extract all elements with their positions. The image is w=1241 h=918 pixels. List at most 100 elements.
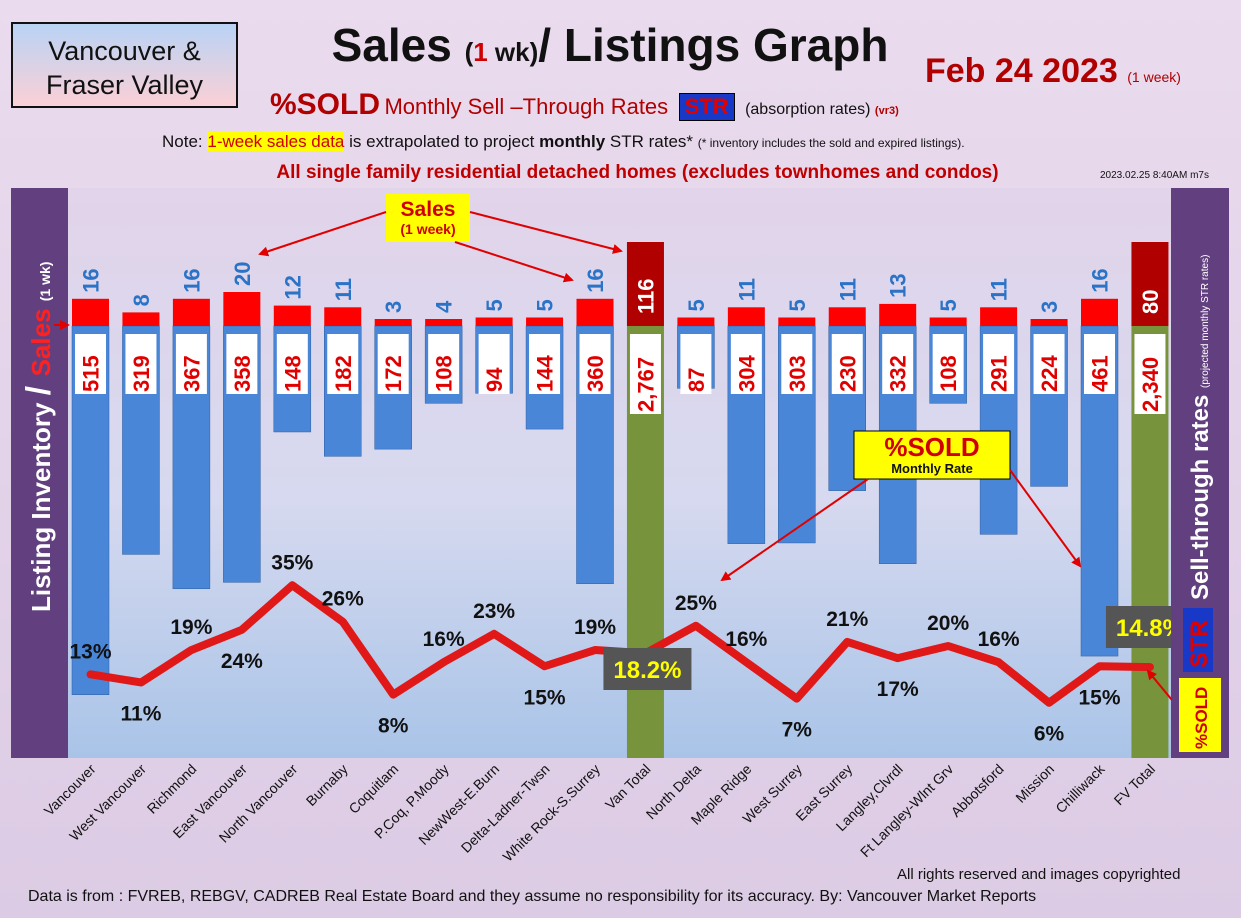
sales-label: 3	[1037, 301, 1062, 313]
date-note: (1 week)	[1127, 69, 1181, 85]
note-a: Note:	[162, 132, 208, 151]
note-b: is extrapolated to project	[344, 132, 540, 151]
sales-label: 13	[886, 273, 911, 297]
sales-bar	[1131, 242, 1169, 326]
copyright-note: All rights reserved and images copyright…	[897, 866, 1181, 883]
left-axis-small: (1 wk)	[37, 262, 53, 302]
right-axis-sold: %SOLD	[1192, 687, 1211, 749]
sales-label: 11	[734, 278, 759, 301]
sales-label: 20	[230, 262, 255, 286]
sold-label: 35%	[271, 551, 313, 574]
sales-bar	[1081, 298, 1118, 326]
note-bold: monthly	[539, 132, 606, 151]
inventory-label-bg	[983, 334, 1015, 394]
subtitle: %SOLD Monthly Sell –Through Rates STR (a…	[270, 88, 899, 122]
inventory-label-bg	[932, 334, 964, 394]
sales-arrow-down	[454, 241, 574, 283]
sales-label: 5	[482, 299, 507, 311]
sold-label: 16%	[725, 628, 767, 651]
region-line-2: Fraser Valley	[45, 70, 204, 100]
inventory-label-bg	[428, 334, 460, 394]
inventory-label-bg	[125, 334, 157, 394]
sales-bar	[72, 298, 109, 326]
inventory-label-bg	[882, 334, 914, 394]
total-sold-box	[603, 648, 692, 690]
inventory-label: 182	[331, 355, 356, 392]
inventory-label-bg	[1134, 334, 1166, 414]
inventory-label-bg	[1084, 334, 1115, 394]
inventory-label: 148	[280, 355, 305, 392]
sales-bar	[778, 317, 816, 326]
inventory-label-bg	[579, 334, 611, 394]
sales-bar	[526, 317, 564, 326]
inventory-label: 303	[785, 355, 810, 392]
sales-bar	[677, 317, 715, 326]
inventory-label-bg	[730, 334, 762, 394]
sold-label: 25%	[675, 592, 717, 615]
sold-callout-sub: Monthly Rate	[891, 461, 973, 476]
report-date: Feb 24 2023 (1 week)	[925, 52, 1181, 91]
sales-callout-sub: (1 week)	[400, 221, 455, 237]
extrapolation-note: Note: 1-week sales data is extrapolated …	[162, 132, 965, 152]
inventory-label: 304	[734, 355, 759, 392]
inventory-label: 461	[1088, 355, 1113, 392]
title-sales: Sales	[331, 19, 465, 71]
sales-label: 16	[179, 268, 204, 292]
subtitle-absorption: (absorption rates)	[745, 101, 871, 118]
category-label: White Rock-S.Surrey	[499, 761, 603, 865]
inventory-label-bg	[680, 334, 712, 394]
sold-label: 15%	[524, 686, 566, 709]
inventory-label: 108	[432, 355, 457, 392]
sales-label: 16	[583, 268, 608, 292]
inventory-label-bg	[629, 334, 661, 414]
inventory-label-bg	[1033, 334, 1065, 394]
left-axis-slash: /	[20, 376, 58, 395]
sold-label: 8%	[378, 715, 409, 738]
sales-label: 80	[1138, 290, 1163, 314]
sold-label: 13%	[69, 640, 111, 663]
right-axis-small: (projected monthly STR rates)	[1200, 255, 1211, 388]
sold-label: 19%	[170, 616, 212, 639]
inventory-label: 144	[533, 355, 558, 392]
region-line-1: Vancouver &	[48, 36, 201, 66]
title-listings: / Listings Graph	[538, 19, 889, 71]
note-highlight: 1-week sales data	[207, 132, 345, 151]
right-axis-sold-badge	[1179, 678, 1221, 752]
inventory-label: 172	[381, 355, 406, 392]
category-label: Delta-Ladner-Twsn	[458, 761, 553, 856]
category-label: FV Total	[1111, 761, 1158, 808]
sales-label: 8	[129, 294, 154, 306]
date-text: Feb 24 2023	[925, 52, 1118, 90]
sales-label: 16	[1088, 268, 1113, 292]
category-label: Burnaby	[303, 761, 351, 809]
sales-callout-title: Sales	[401, 198, 456, 221]
title-paren: (	[464, 37, 474, 67]
right-axis-str-badge	[1183, 608, 1213, 672]
sales-bar	[425, 319, 463, 326]
title-one: 1	[473, 37, 488, 67]
inventory-label: 87	[684, 368, 709, 392]
property-scope-headline: All single family residential detached h…	[276, 162, 999, 183]
timestamp: 2023.02.25 8:40AM m7s	[1100, 170, 1209, 181]
inventory-label: 332	[886, 355, 911, 392]
inventory-label: 291	[987, 355, 1012, 392]
category-label: Abbotsford	[948, 761, 1007, 820]
subtitle-rates: Monthly Sell –Through Rates	[384, 94, 669, 119]
sold-label: 21%	[826, 608, 868, 631]
sold-label: 19%	[574, 616, 616, 639]
right-axis-title: Sell-through rates (projected monthly ST…	[1187, 255, 1214, 600]
sales-label: 11	[987, 278, 1012, 301]
right-axis-main: Sell-through rates	[1187, 388, 1214, 600]
left-axis-title: Listing Inventory / Sales (1 wk)	[20, 262, 58, 612]
sales-bar	[122, 312, 160, 326]
title-wk: wk)	[487, 37, 539, 67]
sales-bar	[929, 317, 967, 326]
chart-title: Sales (1 wk)/ Listings Graph	[300, 18, 920, 72]
sold-arrow-str	[1146, 669, 1173, 701]
inventory-label: 2,340	[1138, 357, 1163, 412]
inventory-label-bg	[831, 334, 863, 394]
sold-label: 16%	[978, 628, 1020, 651]
sales-arrow-left	[258, 211, 387, 257]
sales-label: 11	[835, 278, 860, 301]
